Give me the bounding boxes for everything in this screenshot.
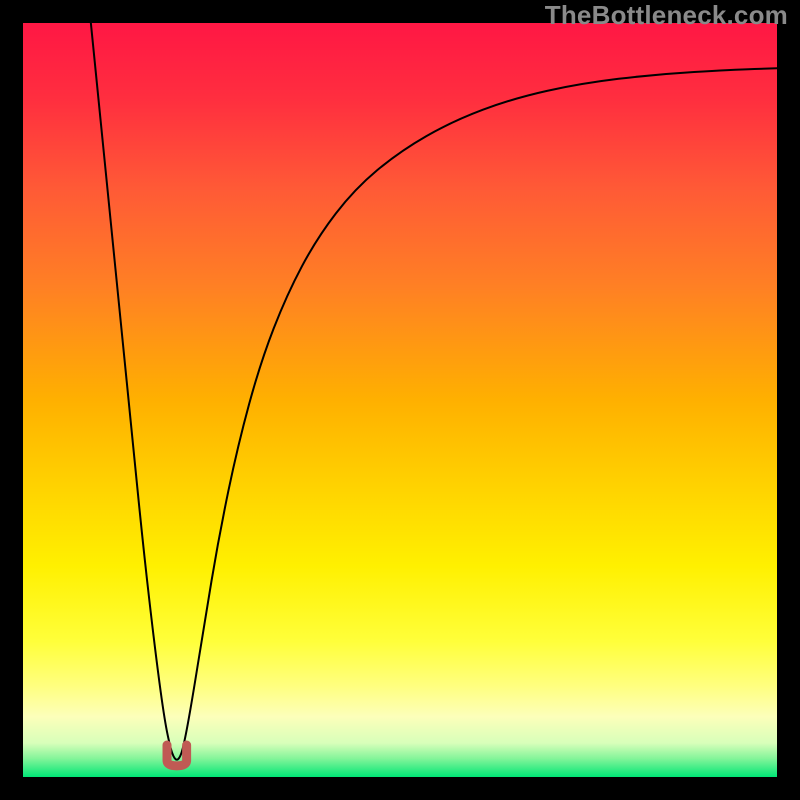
- chart-plot: [23, 23, 777, 777]
- gradient-background: [23, 23, 777, 777]
- watermark-text: TheBottleneck.com: [545, 0, 788, 31]
- outer-frame: TheBottleneck.com: [0, 0, 800, 800]
